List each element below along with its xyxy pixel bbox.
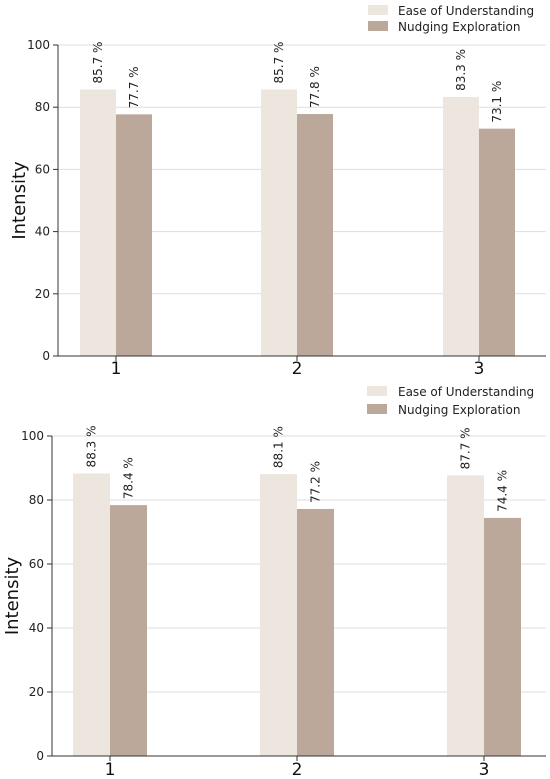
y-tick-label: 20 <box>29 685 44 699</box>
y-tick-label: 100 <box>21 429 44 443</box>
y-tick-label: 40 <box>29 621 44 635</box>
x-tick-label: 2 <box>292 760 303 779</box>
bar-ease-1 <box>80 89 116 357</box>
data-label: 87.7 % <box>459 427 473 469</box>
y-tick-label: 20 <box>35 287 50 301</box>
y-tick-label: 0 <box>36 749 44 763</box>
bar-ease-2 <box>260 474 297 756</box>
bar-ease-2 <box>261 89 297 357</box>
bar-ease-3 <box>447 475 484 756</box>
y-axis-title: Intensity <box>2 556 23 635</box>
x-tick-label: 2 <box>292 359 303 379</box>
data-label: 77.8 % <box>308 66 322 108</box>
bar-nudging-2 <box>297 508 334 756</box>
data-label: 74.4 % <box>496 470 510 512</box>
x-tick-label: 1 <box>105 760 116 779</box>
legend-label: Ease of Understanding <box>398 4 534 18</box>
legend-label: Nudging Exploration <box>398 20 520 34</box>
y-tick-label: 40 <box>35 225 50 239</box>
y-tick-label: 80 <box>35 100 50 114</box>
chart-panel-1: 0 20 40 60 80 100 85.7 % 77.7 % 1 85.7 % 77.8 % 2 83… <box>9 4 546 379</box>
legend-swatch <box>368 21 388 31</box>
x-tick-label: 3 <box>474 359 485 379</box>
bar-ease-3 <box>443 96 479 356</box>
data-label: 73.1 % <box>490 81 504 123</box>
y-axis-title: Intensity <box>9 161 30 240</box>
data-label: 78.4 % <box>122 457 136 499</box>
x-tick-label: 1 <box>111 359 122 379</box>
bar-ease-1 <box>73 473 110 756</box>
bar-nudging-1 <box>116 114 152 356</box>
y-tick-label: 60 <box>29 557 44 571</box>
x-tick-label: 3 <box>479 760 490 779</box>
legend-label: Nudging Exploration <box>398 403 520 417</box>
bar-nudging-1 <box>110 505 147 756</box>
data-label: 88.3 % <box>85 426 99 468</box>
chart-panel-2: 0 20 40 60 80 100 88.3 % 78.4 % 1 88.1 % 77.2 % 2 87… <box>2 385 546 779</box>
legend-swatch <box>368 5 388 15</box>
data-label: 88.1 % <box>272 426 286 468</box>
y-tick-label: 100 <box>27 38 50 52</box>
legend-swatch <box>367 404 387 414</box>
legend-label: Ease of Understanding <box>398 385 534 399</box>
bar-nudging-2 <box>297 114 333 357</box>
legend-swatch <box>367 386 387 396</box>
data-label: 83.3 % <box>454 49 468 91</box>
data-label: 77.2 % <box>309 461 323 503</box>
bar-nudging-3 <box>479 128 515 356</box>
y-tick-label: 80 <box>29 493 44 507</box>
data-label: 85.7 % <box>91 42 105 84</box>
bar-nudging-3 <box>484 517 521 756</box>
y-tick-label: 60 <box>35 162 50 176</box>
y-tick-label: 0 <box>42 349 50 363</box>
data-label: 77.7 % <box>127 66 141 108</box>
data-label: 85.7 % <box>272 42 286 84</box>
